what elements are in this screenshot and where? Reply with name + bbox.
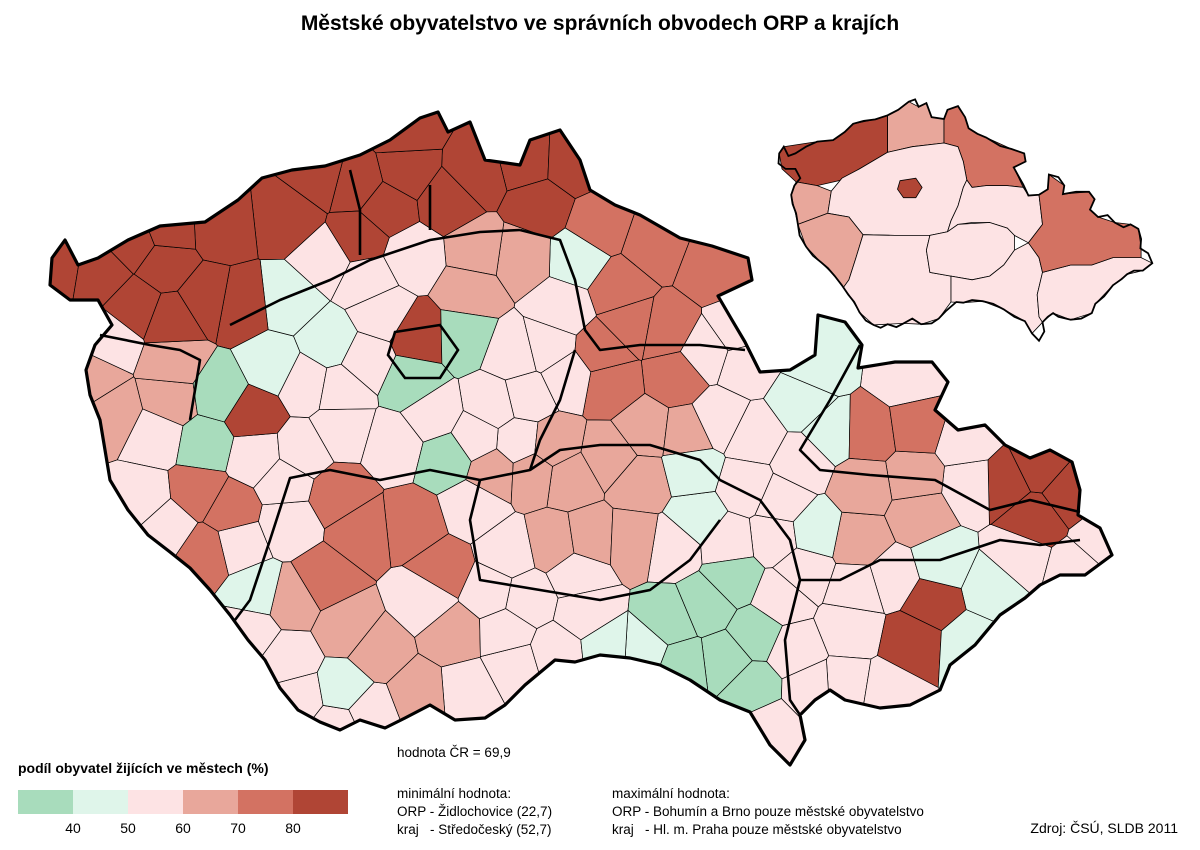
legend-swatch-2	[128, 790, 183, 814]
source-note: Zdroj: ČSÚ, SLDB 2011	[1030, 820, 1178, 836]
min-value-note: minimální hodnota: ORP - Židlochovice (2…	[397, 785, 552, 839]
kraj-border-line	[348, 169, 362, 255]
praha-border	[386, 323, 460, 380]
orp-region	[522, 315, 577, 374]
orp-region	[580, 609, 629, 765]
kraj-border-line	[800, 538, 1081, 582]
orp-region	[479, 643, 575, 765]
orp-region	[725, 603, 783, 662]
kraj-border-line	[798, 344, 1081, 514]
legend-tick-80: 80	[285, 820, 301, 836]
kraj-border-line	[99, 333, 202, 421]
national-value: hodnota ČR = 69,9	[397, 744, 511, 762]
map-title: Městské obyvatelstvo ve správních obvode…	[300, 12, 900, 35]
orp-region	[580, 419, 638, 495]
min-kraj: kraj - Středočeský (52,7)	[397, 822, 552, 837]
orp-region	[50, 112, 155, 275]
legend-color-bar	[18, 790, 348, 814]
orp-region	[143, 290, 209, 344]
orp-region	[574, 315, 640, 373]
orp-region	[436, 479, 516, 545]
legend-swatch-0	[18, 790, 73, 814]
national-value-text: hodnota ČR = 69,9	[397, 745, 511, 760]
legend-swatch-1	[73, 790, 128, 814]
orp-region	[826, 655, 872, 765]
legend-swatch-4	[238, 790, 293, 814]
min-heading: minimální hodnota:	[397, 786, 512, 801]
legend-title: podíl obyvatel žijících ve městech (%)	[18, 760, 269, 776]
orp-region	[661, 448, 726, 498]
orp-region	[679, 312, 729, 387]
kraj-border-line	[529, 443, 802, 716]
kraj-border-line	[468, 479, 722, 602]
legend-tick-40: 40	[65, 820, 81, 836]
min-orp: ORP - Židlochovice (22,7)	[397, 804, 553, 819]
max-kraj: kraj - Hl. m. Praha pouze městské obyvat…	[612, 822, 902, 837]
orp-region	[330, 255, 400, 310]
orp-region	[399, 377, 464, 443]
legend-swatch-5	[293, 790, 348, 814]
max-orp: ORP - Bohumín a Brno pouze městské obyva…	[612, 804, 924, 819]
legend-ticks: 40 50 60 70 80	[18, 820, 358, 838]
orp-region	[290, 540, 377, 612]
orp-region	[50, 497, 199, 726]
kraj-region	[897, 177, 923, 199]
orp-region	[187, 112, 259, 267]
legend-tick-60: 60	[175, 820, 191, 836]
legend-swatch-3	[183, 790, 238, 814]
orp-region	[202, 476, 263, 532]
orp-region	[660, 698, 853, 765]
legend-tick-70: 70	[230, 820, 246, 836]
kraj-borders	[99, 169, 1081, 716]
orp-region	[223, 383, 291, 438]
orp-region	[547, 112, 736, 200]
kraj-border-line	[229, 228, 521, 327]
orp-region	[769, 431, 836, 496]
max-heading: maximální hodnota:	[612, 786, 730, 801]
kraj-border-line	[519, 228, 746, 352]
orp-region	[316, 656, 375, 710]
orp-region	[50, 459, 172, 635]
legend-tick-50: 50	[120, 820, 136, 836]
max-value-note: maximální hodnota: ORP - Bohumín a Brno …	[612, 785, 924, 839]
orp-region	[318, 363, 380, 410]
orp-region	[457, 560, 513, 620]
kraj-border-line	[233, 349, 577, 621]
orp-region	[177, 259, 231, 345]
orp-region	[610, 507, 659, 590]
inset-country-border	[777, 98, 1154, 343]
kraj-region	[1027, 173, 1142, 273]
orp-region	[937, 609, 1112, 765]
kraj-inset-map	[777, 98, 1154, 343]
country-border	[48, 110, 1114, 767]
